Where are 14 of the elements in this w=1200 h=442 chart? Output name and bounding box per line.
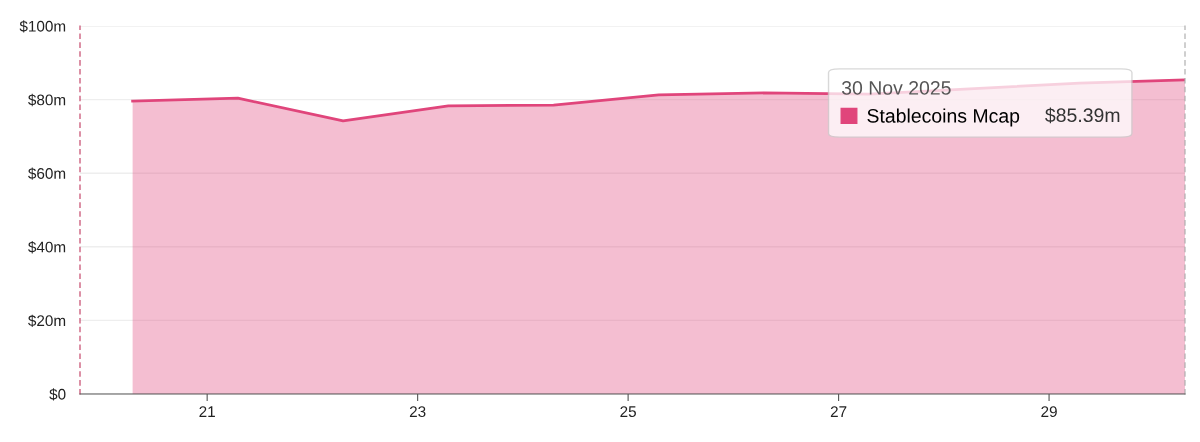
y-tick-label: $20m bbox=[28, 314, 66, 327]
y-tick-label: $60m bbox=[28, 167, 66, 180]
annotation: $85.39m bbox=[1045, 107, 1120, 124]
x-tick-label: 25 bbox=[620, 406, 636, 418]
y-tick-label: $40m bbox=[28, 241, 66, 254]
x-tick-label: 23 bbox=[409, 406, 426, 418]
x-tick-label: 21 bbox=[199, 406, 215, 417]
x-tick-label: 27 bbox=[830, 406, 847, 417]
x-tick-label: 29 bbox=[1041, 406, 1057, 418]
legend-title: 30 Nov 2025 bbox=[841, 81, 951, 95]
legend-label: Stablecoins Mcap bbox=[867, 108, 1020, 127]
y-tick-label: $0 bbox=[49, 388, 66, 401]
y-tick-label: $80m bbox=[28, 93, 66, 107]
y-tick-label: $100m bbox=[19, 20, 66, 33]
